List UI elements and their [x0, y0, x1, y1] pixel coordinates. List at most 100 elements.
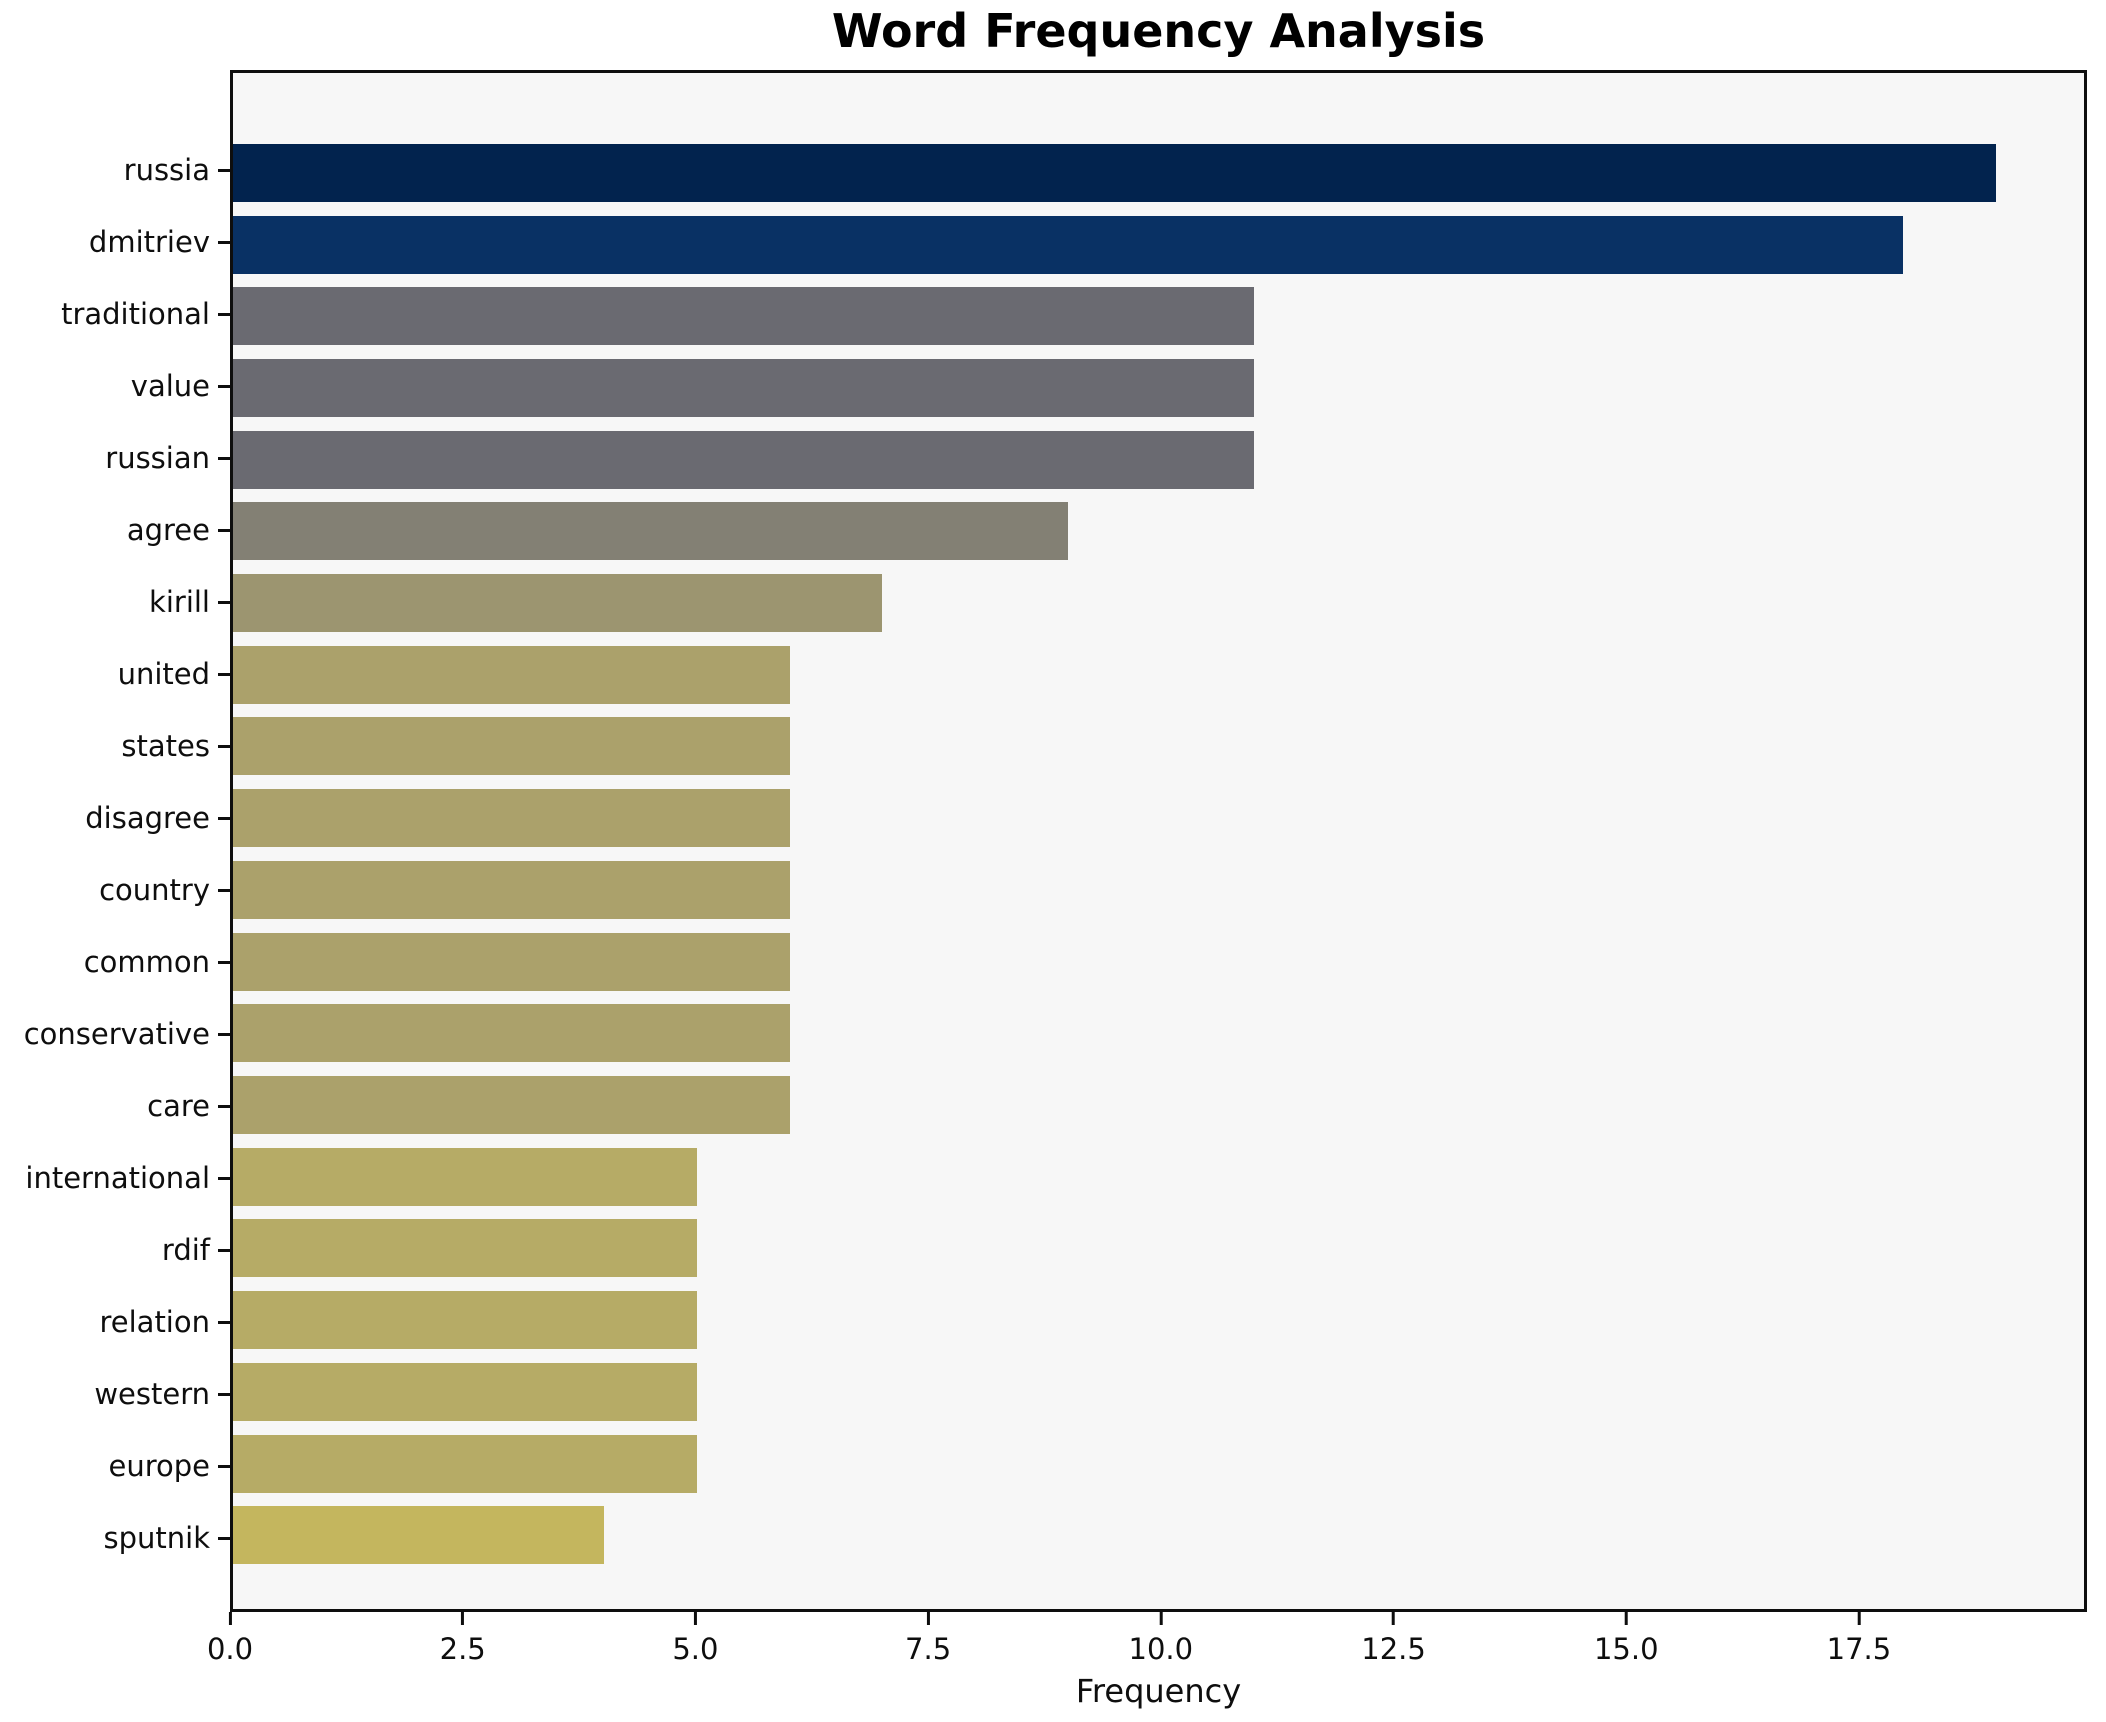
- x-tick-label: 10.0: [1128, 1632, 1194, 1666]
- y-tick-row: united: [0, 638, 230, 710]
- y-tick-mark: [218, 1464, 230, 1468]
- y-tick-mark: [218, 1032, 230, 1036]
- y-tick-label: dmitriev: [88, 224, 210, 259]
- x-tick-mark: [1624, 1612, 1628, 1625]
- bar-row: [233, 1356, 2084, 1428]
- bar-conservative: [233, 1004, 790, 1063]
- y-tick-row: traditional: [0, 278, 230, 350]
- y-tick-row: agree: [0, 494, 230, 566]
- y-tick-mark: [218, 960, 230, 964]
- x-tick-mark: [461, 1612, 465, 1625]
- y-tick-label: country: [99, 872, 210, 907]
- bar-row: [233, 209, 2084, 281]
- y-tick-label: traditional: [61, 296, 210, 331]
- y-tick-label: care: [147, 1088, 210, 1123]
- x-axis-label: Frequency: [1075, 1672, 1242, 1710]
- y-tick-mark: [218, 600, 230, 604]
- x-tick: 10.0: [1128, 1612, 1194, 1666]
- x-tick-label: 17.5: [1826, 1632, 1892, 1666]
- x-tick-mark: [693, 1612, 697, 1625]
- bars-container: [233, 73, 2084, 1609]
- plot-area: [230, 70, 2087, 1612]
- bar-care: [233, 1075, 790, 1134]
- y-tick-row: value: [0, 350, 230, 422]
- x-tick-label: 12.5: [1361, 1632, 1426, 1666]
- bar-europe: [233, 1434, 697, 1493]
- x-tick: 5.0: [672, 1612, 718, 1666]
- bar-western: [233, 1362, 697, 1421]
- bar-kirill: [233, 574, 883, 633]
- x-tick-mark: [1392, 1612, 1396, 1625]
- bar-common: [233, 932, 790, 991]
- y-axis: russia dmitriev traditional value russian agr…: [0, 70, 230, 1612]
- bar-value: [233, 358, 1254, 417]
- y-tick-label: russian: [105, 440, 210, 475]
- y-tick-mark: [218, 744, 230, 748]
- y-tick-row: russia: [0, 134, 230, 206]
- x-tick: 7.5: [905, 1612, 951, 1666]
- x-tick-label: 2.5: [439, 1632, 486, 1666]
- bar-disagree: [233, 789, 790, 848]
- y-tick-mark: [218, 384, 230, 388]
- x-tick-label: 15.0: [1593, 1632, 1659, 1666]
- x-tick: 17.5: [1826, 1612, 1892, 1666]
- bar-row: [233, 1499, 2084, 1571]
- y-tick-row: russian: [0, 422, 230, 494]
- x-tick-mark: [1857, 1612, 1861, 1625]
- bar-row: [233, 280, 2084, 352]
- y-tick-mark: [218, 168, 230, 172]
- bar-row: [233, 1284, 2084, 1356]
- bar-dmitriev: [233, 215, 1904, 274]
- y-tick-mark: [218, 240, 230, 244]
- y-tick-mark: [218, 672, 230, 676]
- y-tick-label: international: [25, 1160, 210, 1195]
- bar-row: [233, 1069, 2084, 1141]
- bar-sputnik: [233, 1506, 605, 1565]
- bar-row: [233, 496, 2084, 568]
- y-tick-label: relation: [99, 1304, 210, 1339]
- y-tick-row: western: [0, 1358, 230, 1430]
- y-tick-mark: [218, 1392, 230, 1396]
- bar-row: [233, 639, 2084, 711]
- x-tick-label: 0.0: [206, 1632, 254, 1666]
- y-tick-row: relation: [0, 1286, 230, 1358]
- y-tick-mark: [218, 1536, 230, 1540]
- y-tick-label: western: [94, 1376, 210, 1411]
- y-tick-row: europe: [0, 1430, 230, 1502]
- bar-russian: [233, 430, 1254, 489]
- y-tick-row: international: [0, 1142, 230, 1214]
- x-tick: 0.0: [207, 1612, 253, 1666]
- y-tick-row: states: [0, 710, 230, 782]
- y-tick-mark: [218, 1248, 230, 1252]
- y-tick-mark: [218, 312, 230, 316]
- bar-row: [233, 1141, 2084, 1213]
- bar-row: [233, 1213, 2084, 1285]
- bar-row: [233, 137, 2084, 209]
- bar-row: [233, 352, 2084, 424]
- y-tick-row: dmitriev: [0, 206, 230, 278]
- bar-row: [233, 711, 2084, 783]
- x-axis: 0.0 2.5 5.0 7.5 10.0 12.5 15.0 17.5: [207, 1612, 2087, 1682]
- bar-agree: [233, 502, 1069, 561]
- y-tick-row: disagree: [0, 782, 230, 854]
- bar-row: [233, 926, 2084, 998]
- y-tick-row: conservative: [0, 998, 230, 1070]
- y-tick-row: sputnik: [0, 1502, 230, 1574]
- y-tick-row: rdif: [0, 1214, 230, 1286]
- y-tick-mark: [218, 456, 230, 460]
- y-tick-mark: [218, 816, 230, 820]
- x-tick-label: 7.5: [905, 1632, 952, 1666]
- x-tick: 2.5: [440, 1612, 486, 1666]
- y-tick-row: care: [0, 1070, 230, 1142]
- y-tick-row: common: [0, 926, 230, 998]
- y-tick-label: agree: [126, 512, 210, 547]
- bar-united: [233, 645, 790, 704]
- y-tick-mark: [218, 1176, 230, 1180]
- y-tick-label: value: [130, 368, 210, 403]
- y-tick-mark: [218, 1104, 230, 1108]
- bar-row: [233, 424, 2084, 496]
- x-tick-mark: [228, 1612, 232, 1625]
- bar-traditional: [233, 287, 1254, 346]
- y-tick-label: kirill: [149, 584, 210, 619]
